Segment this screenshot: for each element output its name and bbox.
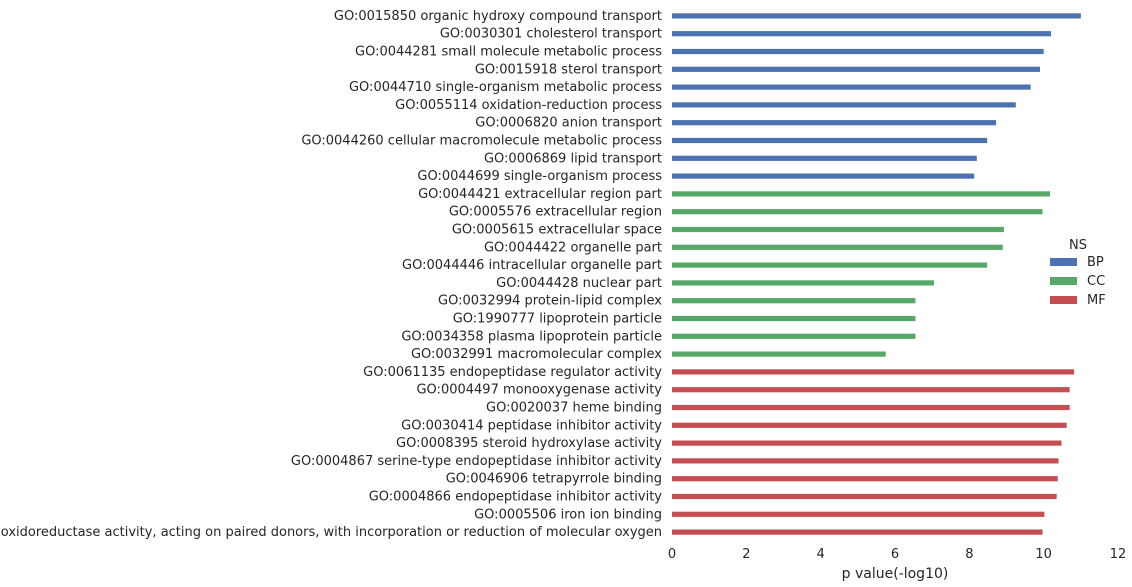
category-label: GO:0005506 iron ion binding (474, 507, 662, 522)
legend-swatch-cc (1050, 277, 1077, 285)
bar-bp (672, 137, 988, 144)
bar-mf (672, 387, 1070, 393)
category-label: GO:0032991 macromolecular complex (411, 347, 662, 362)
category-label: GO:0044428 nuclear part (496, 276, 662, 291)
legend-swatch-bp (1050, 258, 1077, 266)
bar-bp (672, 173, 975, 179)
legend-label-mf: MF (1087, 293, 1106, 308)
x-tick-label: 0 (668, 547, 676, 562)
bar-cc (672, 226, 1004, 233)
bar-cc (672, 191, 1050, 197)
bar-cc (672, 262, 988, 268)
category-label: GO:0030301 cholesterol transport (440, 27, 662, 42)
x-axis-title: p value(-log10) (842, 566, 949, 582)
bar-bp (672, 84, 1031, 90)
legend: NS BP CC MF (1050, 238, 1106, 308)
category-label: GO:0015850 organic hydroxy compound tran… (334, 9, 662, 24)
bar-mf (672, 458, 1059, 464)
x-tick-label: 8 (965, 547, 973, 562)
category-label: GO:0034358 plasma lipoprotein particle (401, 329, 662, 344)
category-label: GO:0004867 serine-type endopeptidase inh… (291, 454, 662, 469)
category-label: GO:0030414 peptidase inhibitor activity (401, 418, 662, 433)
x-tick-label: 10 (1035, 547, 1052, 562)
category-label: GO:0005615 extracellular space (452, 223, 662, 238)
bar-bp (672, 102, 1016, 108)
bar-bp (672, 31, 1052, 37)
category-label: GO:1990777 lipoprotein particle (453, 312, 662, 327)
x-tick-label: 6 (891, 547, 899, 562)
category-label: GO:0020037 heme binding (486, 401, 662, 416)
category-label: GO:0055114 oxidation-reduction process (395, 98, 662, 113)
x-tick-label: 12 (1110, 547, 1127, 562)
category-label: GO:0044699 single-organism process (417, 169, 662, 184)
category-label: GO:0044281 small molecule metabolic proc… (355, 45, 662, 60)
category-label: GO:0044421 extracellular region part (418, 187, 662, 202)
bar-mf (672, 529, 1043, 535)
bar-mf (672, 511, 1045, 517)
category-label: GO:0004497 monooxygenase activity (416, 383, 662, 398)
bar-cc (672, 280, 935, 286)
bar-cc (672, 298, 916, 304)
category-label: GO:0006869 lipid transport (484, 151, 662, 166)
bar-cc (672, 315, 916, 322)
bar-mf (672, 493, 1057, 500)
bar-mf (672, 369, 1075, 375)
category-label: GO:0032994 protein-lipid complex (438, 294, 662, 309)
category-label: GO:0061135 endopeptidase regulator activ… (363, 365, 662, 380)
legend-title: NS (1069, 238, 1087, 253)
x-tick-label: 4 (817, 547, 825, 562)
legend-swatch-mf (1050, 296, 1077, 304)
bar-bp (672, 13, 1081, 19)
category-label: GO:0046906 tetrapyrrole binding (446, 472, 662, 487)
category-label: GO:0005576 extracellular region (449, 205, 662, 220)
bar-cc (672, 333, 916, 339)
category-label: GO:0044422 organelle part (484, 240, 662, 255)
bar-cc (672, 244, 1003, 250)
bars-group (672, 13, 1081, 535)
category-label: GO:0044710 single-organism metabolic pro… (349, 80, 662, 95)
category-label: GO:0044446 intracellular organelle part (402, 258, 662, 273)
bar-bp (672, 66, 1040, 72)
bar-cc (672, 351, 886, 357)
bar-bp (672, 48, 1044, 55)
bar-bp (672, 155, 977, 161)
x-axis-ticks: 0 2 4 6 8 10 12 (668, 547, 1126, 562)
category-label: GO:0006820 anion transport (475, 116, 662, 131)
bar-mf (672, 422, 1067, 428)
category-label: GO:0016705 oxidoreductase activity, acti… (0, 525, 662, 540)
category-label: GO:0008395 steroid hydroxylase activity (396, 436, 662, 451)
legend-label-bp: BP (1087, 255, 1104, 270)
bar-cc (672, 209, 1043, 215)
category-label: GO:0004866 endopeptidase inhibitor activ… (369, 490, 663, 505)
category-label: GO:0044260 cellular macromolecule metabo… (301, 134, 662, 149)
bar-mf (672, 440, 1062, 446)
legend-label-cc: CC (1087, 274, 1105, 289)
bar-mf (672, 476, 1058, 482)
bar-bp (672, 120, 997, 126)
bar-mf (672, 404, 1070, 411)
category-labels: GO:0015850 organic hydroxy compound tran… (0, 9, 662, 540)
category-label: GO:0015918 sterol transport (475, 62, 662, 77)
x-tick-label: 2 (742, 547, 750, 562)
